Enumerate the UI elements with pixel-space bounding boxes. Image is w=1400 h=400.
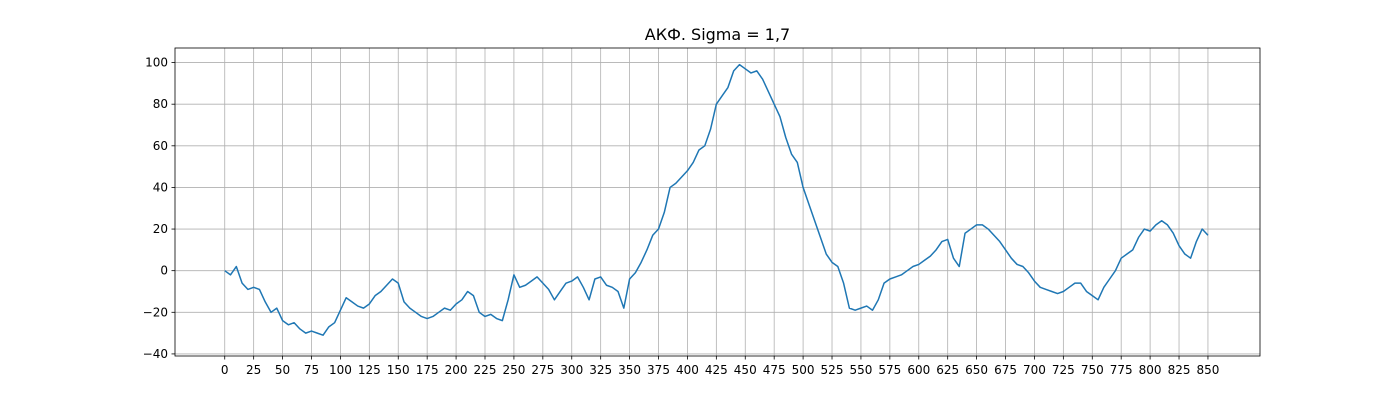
series-line-0: [224, 63, 1209, 336]
x-tick-label: 150: [387, 363, 410, 377]
y-tick-label: 20: [153, 222, 168, 236]
x-tick-label: 200: [445, 363, 468, 377]
x-tick-label: 450: [734, 363, 757, 377]
x-tick-label: 350: [618, 363, 641, 377]
x-tick-label: 400: [676, 363, 699, 377]
y-tick-label: 100: [145, 56, 168, 70]
y-tick-label: −40: [143, 347, 168, 361]
x-tick-label: 250: [502, 363, 525, 377]
x-tick-label: 775: [1110, 363, 1133, 377]
x-tick-label: 675: [994, 363, 1017, 377]
x-tick-label: 0: [221, 363, 229, 377]
x-tick-label: 825: [1168, 363, 1191, 377]
x-tick-label: 725: [1052, 363, 1075, 377]
x-tick-label: 625: [936, 363, 959, 377]
x-tick-label: 100: [329, 363, 352, 377]
x-tick-label: 700: [1023, 363, 1046, 377]
axes-frame: [174, 47, 1261, 357]
grid: [175, 48, 1260, 356]
x-tick-label: 425: [705, 363, 728, 377]
x-tick-label: 600: [907, 363, 930, 377]
chart-title: АКФ. Sigma = 1,7: [645, 25, 790, 44]
y-tick-label: −20: [143, 305, 168, 319]
x-tick-label: 50: [275, 363, 290, 377]
series-layer: [224, 63, 1209, 336]
x-tick-label: 225: [474, 363, 497, 377]
y-tick-label: 40: [153, 180, 168, 194]
x-tick-label: 800: [1139, 363, 1162, 377]
x-tick-label: 325: [589, 363, 612, 377]
x-tick-label: 375: [647, 363, 670, 377]
x-tick-label: 650: [965, 363, 988, 377]
y-tick-label: 80: [153, 97, 168, 111]
x-tick-label: 575: [878, 363, 901, 377]
x-tick-label: 475: [763, 363, 786, 377]
x-tick-label: 125: [358, 363, 381, 377]
x-tick-label: 500: [792, 363, 815, 377]
x-tick-label: 75: [304, 363, 319, 377]
axes: 0 25 50 75 100 125 150 175 200 225 250 275 300 325 350…: [143, 47, 1261, 377]
x-tick-label: 750: [1081, 363, 1104, 377]
x-tick-label: 525: [821, 363, 844, 377]
x-tick-label: 550: [849, 363, 872, 377]
y-tick-label: 0: [160, 264, 168, 278]
x-tick-label: 300: [560, 363, 583, 377]
x-tick-label: 275: [531, 363, 554, 377]
x-tick-label: 175: [416, 363, 439, 377]
y-tick-label: 60: [153, 139, 168, 153]
x-tick-label: 850: [1196, 363, 1219, 377]
x-tick-label: 25: [246, 363, 261, 377]
